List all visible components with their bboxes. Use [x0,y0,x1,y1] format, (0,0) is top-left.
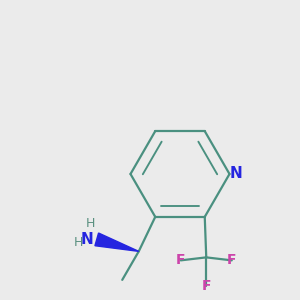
Text: F: F [227,254,236,267]
Text: H: H [85,217,95,230]
Text: N: N [81,232,94,247]
Text: N: N [230,167,242,182]
Polygon shape [95,233,139,251]
Text: F: F [176,254,185,267]
Text: H: H [74,236,83,250]
Text: F: F [202,279,211,293]
